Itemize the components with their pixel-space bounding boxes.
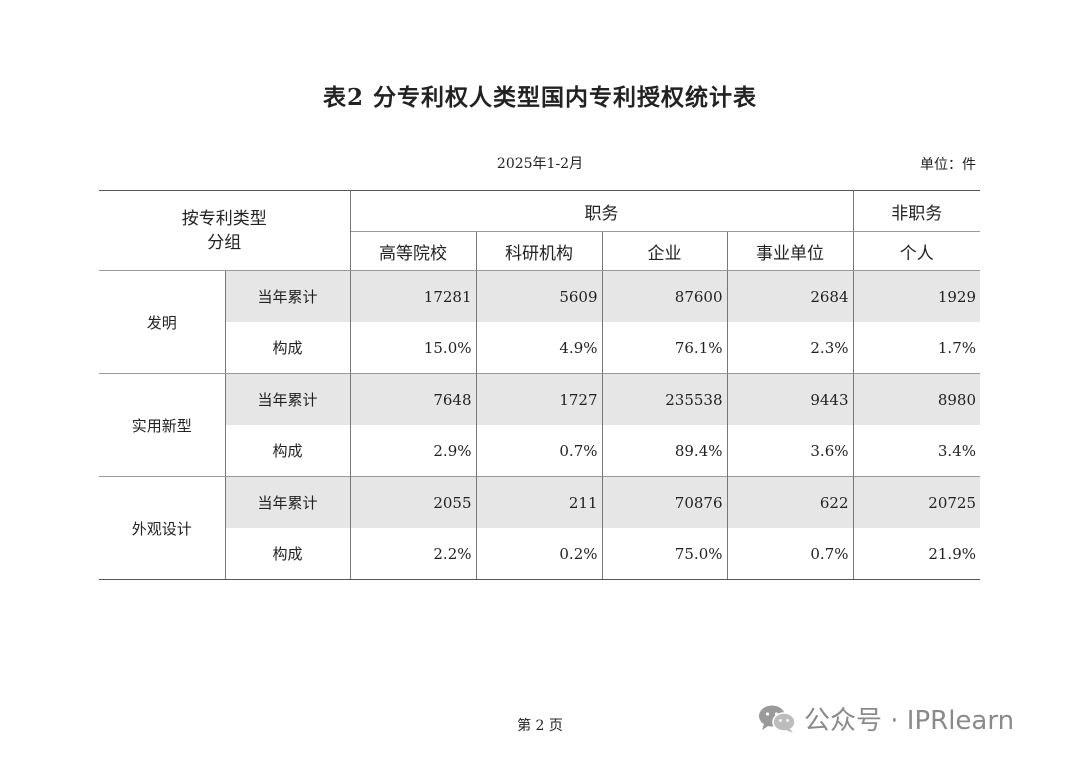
watermark-text: 公众号 · IPRlearn bbox=[804, 706, 1015, 736]
unit-label: 单位：件 bbox=[920, 157, 976, 173]
table-cell: 0.7% bbox=[476, 425, 603, 477]
table-cell: 0.2% bbox=[476, 528, 603, 580]
table-cell: 5609 bbox=[476, 270, 603, 322]
table-cell: 20725 bbox=[853, 476, 980, 528]
column-header: 企业 bbox=[602, 231, 728, 271]
row-label: 构成 bbox=[225, 322, 351, 374]
table-cell: 0.7% bbox=[727, 528, 854, 580]
column-header: 个人 bbox=[853, 231, 980, 271]
page-number: 第 2 页 bbox=[517, 718, 563, 734]
table-cell: 2.3% bbox=[727, 322, 854, 374]
table-row: 构成 2.2% 0.2% 75.0% 0.7% 21.9% bbox=[99, 528, 980, 580]
table-row: 构成 2.9% 0.7% 89.4% 3.6% 3.4% bbox=[99, 425, 980, 477]
table-corner-header: 按专利类型 分组 bbox=[99, 190, 351, 271]
table-cell: 75.0% bbox=[602, 528, 728, 580]
patent-statistics-table: 按专利类型 分组 职务 非职务 高等院校 科研机构 企业 事业单位 个人 发明 … bbox=[99, 190, 980, 580]
table-cell: 235538 bbox=[602, 373, 728, 425]
table-cell: 3.4% bbox=[937, 441, 976, 460]
corner-line-2: 分组 bbox=[207, 232, 242, 253]
row-label: 当年累计 bbox=[225, 373, 351, 425]
table-row: 实用新型 当年累计 7648 1727 235538 9443 8980 bbox=[99, 373, 980, 477]
group-header-nonservice: 非职务 bbox=[853, 190, 980, 232]
table-cell: 7648 bbox=[350, 373, 477, 425]
table-cell: 622 bbox=[727, 476, 854, 528]
row-label: 构成 bbox=[225, 528, 351, 580]
table-cell: 8980 bbox=[853, 373, 980, 425]
table-row: 构成 15.0% 4.9% 76.1% 2.3% 1.7% bbox=[99, 322, 980, 374]
section-label: 发明 bbox=[99, 270, 226, 374]
row-label: 构成 bbox=[225, 425, 351, 477]
table-cell: 2.9% bbox=[350, 425, 477, 477]
table-cell: 87600 bbox=[602, 270, 728, 322]
section-label: 实用新型 bbox=[99, 373, 226, 477]
table-cell: 1727 bbox=[476, 373, 603, 425]
table-cell: 4.9% bbox=[476, 322, 603, 374]
table-cell: 89.4% bbox=[602, 425, 728, 477]
corner-line-1: 按专利类型 bbox=[181, 208, 267, 229]
table-cell: 2684 bbox=[727, 270, 854, 322]
table-cell: 70876 bbox=[602, 476, 728, 528]
column-header: 科研机构 bbox=[476, 231, 603, 271]
page-title: 表2 分专利权人类型国内专利授权统计表 bbox=[322, 84, 757, 111]
table-cell: 17281 bbox=[350, 270, 477, 322]
row-label: 当年累计 bbox=[225, 270, 351, 322]
table-cell: 2.2% bbox=[350, 528, 477, 580]
wechat-icon bbox=[759, 705, 796, 733]
table-cell: 1.7% bbox=[937, 338, 976, 357]
table-row: 外观设计 当年累计 2055 211 70876 622 20725 bbox=[99, 476, 980, 580]
table-row: 发明 当年累计 17281 5609 87600 2684 1929 bbox=[99, 270, 980, 374]
table-cell: 15.0% bbox=[350, 322, 477, 374]
row-label: 当年累计 bbox=[225, 476, 351, 528]
period-label: 2025年1-2月 bbox=[496, 156, 584, 172]
table-cell: 21.9% bbox=[853, 528, 980, 580]
group-header-service: 职务 bbox=[350, 190, 854, 232]
column-header: 事业单位 bbox=[727, 231, 854, 271]
table-cell: 2055 bbox=[350, 476, 477, 528]
watermark: 公众号 · IPRlearn bbox=[758, 700, 1014, 737]
table-cell: 3.6% bbox=[727, 425, 854, 477]
column-header: 高等院校 bbox=[350, 231, 477, 271]
table-cell: 9443 bbox=[727, 373, 854, 425]
section-label: 外观设计 bbox=[99, 476, 226, 580]
table-cell: 76.1% bbox=[602, 322, 728, 374]
table-cell: 1929 bbox=[853, 270, 980, 322]
table-cell: 211 bbox=[476, 476, 603, 528]
